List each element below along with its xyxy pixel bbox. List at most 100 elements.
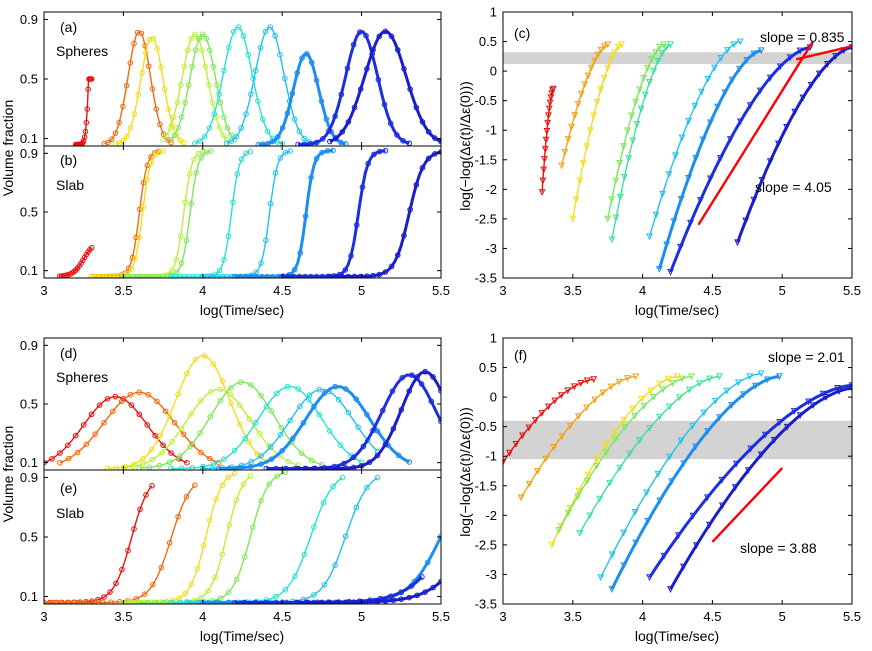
data-point [581,81,589,89]
data-point [177,453,183,459]
data-point [545,112,552,120]
data-point [663,241,671,249]
data-point [237,273,243,278]
data-point [212,574,218,581]
data-point [612,436,620,443]
data-point [127,60,134,66]
data-point [144,162,151,169]
data-point [747,445,755,453]
data-point [632,539,640,547]
data-point [545,105,553,113]
data-point [624,375,631,382]
fit-line-0 [711,467,784,543]
data-point [590,112,598,120]
data-point [644,64,651,72]
data-point [597,574,605,582]
data-point [321,581,328,588]
y-tick-label: -0.5 [475,419,497,434]
data-point [133,234,139,241]
y-tick-label: 0.1 [20,131,38,146]
x-tick-label: 4 [639,283,646,298]
data-point [364,66,370,72]
data-point [307,141,314,146]
data-point [268,456,275,462]
data-point [320,499,327,506]
data-point [644,517,652,525]
x-tick-label: 4.5 [703,283,721,298]
data-point [242,273,249,278]
data-point [183,493,190,500]
data-point [188,411,195,417]
data-point [284,110,291,116]
data-point [699,136,707,144]
data-point [650,67,658,75]
x-tick-label: 4.5 [273,283,291,298]
data-point [308,59,315,66]
data-point [414,592,420,599]
data-point [541,146,549,153]
data-point [192,31,198,38]
data-point [177,599,184,604]
data-point [221,114,227,120]
series-line-s5 [123,150,211,278]
data-point [319,273,326,278]
data-point [766,158,774,166]
series-line-s3 [91,150,164,278]
data-point [382,269,389,275]
series-line-s7 [226,26,315,145]
data-point [297,250,303,256]
data-point [345,119,352,125]
data-point [273,599,280,604]
data-point [648,56,655,64]
data-point [339,273,345,278]
data-point [112,393,119,400]
data-point [128,266,135,273]
data-point [196,138,203,144]
data-point [678,375,686,383]
series-line-s6 [194,26,283,145]
data-point [136,234,143,241]
series-line-s6 [171,477,343,604]
data-point [717,55,725,62]
data-point [213,599,219,604]
panel-d: 0.1 0.5 0.9 [20,337,442,471]
data-point [357,29,363,35]
data-point [207,413,214,420]
series-line-s4 [558,375,692,531]
data-point [611,49,619,56]
data-point [571,112,579,119]
data-point [406,594,413,601]
data-point [770,436,778,444]
data-point [296,273,303,278]
data-point [194,599,201,604]
data-point [225,589,232,596]
x-tick-label: 5 [358,283,365,298]
data-point [144,422,151,428]
series-line-s4 [162,33,228,141]
data-point [752,382,759,390]
data-point [541,156,548,163]
x-tick-label: 3.5 [114,283,132,298]
data-point [248,91,254,97]
data-point [332,562,338,568]
y-tick-label: -2.5 [475,211,497,226]
data-point [237,379,244,385]
series-line-s9 [298,30,410,146]
data-point [192,482,198,488]
data-point [379,407,386,414]
data-point [168,465,174,470]
data-point [182,590,188,597]
plot-frame [502,11,853,279]
data-point [557,522,565,530]
data-point [267,444,274,450]
data-point [168,136,174,143]
series-line-s5 [579,375,720,534]
data-point [285,273,291,278]
data-point [267,200,274,207]
data-point [394,47,401,53]
data-point [687,219,694,227]
data-point [188,200,195,207]
data-point [503,459,507,466]
data-point [216,125,223,131]
data-point [149,482,155,489]
